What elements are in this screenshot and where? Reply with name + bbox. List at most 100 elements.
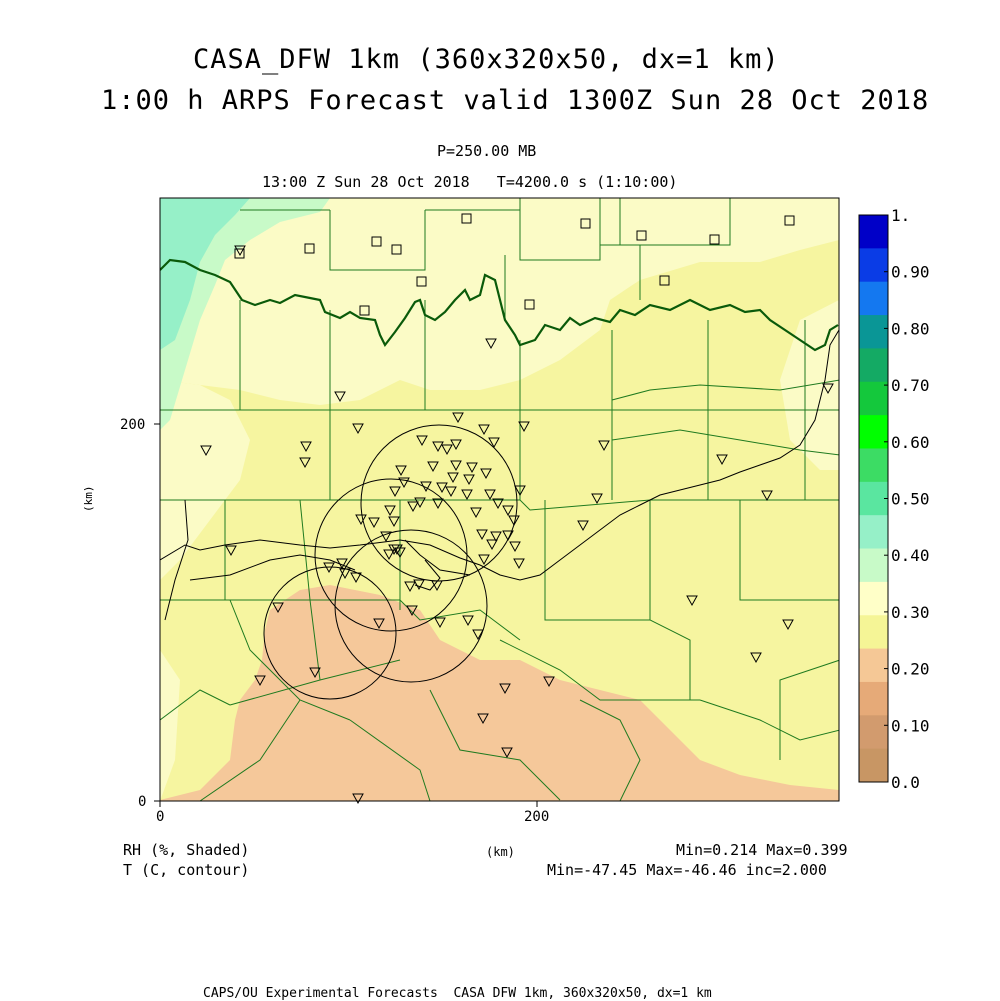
triangle-station-marker bbox=[508, 515, 520, 527]
rh-light-zone-sw bbox=[160, 650, 180, 801]
shaded-variable-label: RH (%, Shaded) bbox=[123, 841, 250, 859]
triangle-station-marker bbox=[445, 486, 457, 498]
triangle-station-marker bbox=[447, 472, 459, 484]
y-tick-200: 200 bbox=[120, 417, 145, 433]
square-station-marker bbox=[709, 234, 720, 245]
colorbar-label: 0.40 bbox=[891, 546, 930, 565]
triangle-station-marker bbox=[336, 558, 348, 570]
triangle-station-marker bbox=[427, 461, 439, 473]
triangle-station-marker bbox=[450, 460, 462, 472]
colorbar-segment bbox=[859, 648, 888, 683]
triangle-station-marker bbox=[461, 489, 473, 501]
colorbar-segment bbox=[859, 748, 888, 783]
colorbar-segment bbox=[859, 415, 888, 449]
triangle-station-marker bbox=[450, 439, 462, 451]
triangle-station-marker bbox=[407, 501, 419, 513]
rh-orange-patch bbox=[470, 705, 540, 740]
triangle-station-marker bbox=[472, 629, 484, 641]
x-tick-0: 0 bbox=[156, 809, 164, 825]
temperature-contours bbox=[160, 329, 839, 621]
colorbar-label: 0.0 bbox=[891, 773, 920, 792]
triangle-station-marker bbox=[502, 530, 514, 542]
square-station-marker bbox=[391, 244, 402, 255]
footer-credit: CAPS/OU Experimental Forecasts CASA DFW … bbox=[203, 986, 712, 1001]
triangle-station-marker bbox=[509, 541, 521, 553]
triangle-station-marker bbox=[373, 618, 385, 630]
triangle-station-marker bbox=[761, 490, 773, 502]
triangle-station-marker bbox=[380, 531, 392, 543]
triangle-station-marker bbox=[501, 747, 513, 759]
colorbar-label: 1. bbox=[891, 206, 910, 225]
square-station-marker bbox=[659, 275, 670, 286]
triangle-station-marker bbox=[431, 580, 443, 592]
triangle-station-marker bbox=[434, 617, 446, 629]
triangle-station-marker bbox=[234, 245, 246, 257]
shaded-min-max: Min=0.214 Max=0.399 bbox=[676, 841, 848, 859]
triangle-station-marker bbox=[463, 474, 475, 486]
triangle-station-marker bbox=[577, 520, 589, 532]
triangle-station-marker bbox=[413, 579, 425, 591]
triangle-station-marker bbox=[822, 383, 834, 395]
triangle-station-marker bbox=[394, 547, 406, 559]
colorbar-segment bbox=[859, 348, 888, 383]
triangle-station-marker bbox=[352, 423, 364, 435]
square-station-marker bbox=[461, 213, 472, 224]
triangle-station-marker bbox=[388, 516, 400, 528]
triangle-station-marker bbox=[406, 605, 418, 617]
triangle-station-marker bbox=[395, 465, 407, 477]
triangle-station-marker bbox=[543, 676, 555, 688]
title-line-2: 1:00 h ARPS Forecast valid 1300Z Sun 28 … bbox=[101, 85, 930, 116]
triangle-station-marker bbox=[484, 489, 496, 501]
colorbar-label: 0.20 bbox=[891, 660, 930, 679]
colorbar-segment bbox=[859, 548, 888, 583]
triangle-station-marker bbox=[686, 595, 698, 607]
colorbar-segment bbox=[859, 515, 888, 550]
square-station-marker bbox=[524, 299, 535, 310]
colorbar-label: 0.90 bbox=[891, 263, 930, 282]
triangle-station-marker bbox=[323, 562, 335, 574]
square-station-marker bbox=[784, 215, 795, 226]
colorbar-label: 0.60 bbox=[891, 433, 930, 452]
triangle-station-marker bbox=[598, 440, 610, 452]
square-station-marker bbox=[359, 305, 370, 316]
triangle-station-marker bbox=[716, 454, 728, 466]
triangle-station-marker bbox=[499, 683, 511, 695]
triangle-station-marker bbox=[389, 486, 401, 498]
triangle-station-marker bbox=[492, 498, 504, 510]
rh-light-zone-west bbox=[160, 380, 250, 580]
triangle-station-marker bbox=[490, 531, 502, 543]
triangle-station-marker bbox=[478, 554, 490, 566]
triangle-station-marker bbox=[441, 444, 453, 456]
colorbar-segment bbox=[859, 615, 888, 650]
triangle-station-marker bbox=[355, 514, 367, 526]
radar-ring bbox=[334, 529, 488, 683]
triangle-station-marker bbox=[466, 462, 478, 474]
colorbar-segment bbox=[859, 281, 888, 316]
radar-ring bbox=[263, 566, 397, 700]
y-tick-0: 0 bbox=[138, 794, 146, 810]
triangle-station-marker bbox=[254, 675, 266, 687]
colorbar-segment bbox=[859, 215, 888, 249]
triangle-station-marker bbox=[225, 545, 237, 557]
triangle-station-marker bbox=[339, 568, 351, 580]
triangle-station-marker bbox=[272, 602, 284, 614]
triangle-station-marker bbox=[436, 482, 448, 494]
axis-ticks bbox=[154, 423, 538, 807]
triangle-station-marker bbox=[462, 615, 474, 627]
colorbar-segment bbox=[859, 581, 888, 616]
square-stations bbox=[234, 213, 795, 316]
title-line-1: CASA_DFW 1km (360x320x50, dx=1 km) bbox=[193, 44, 780, 75]
y-axis-label: (km) bbox=[82, 486, 95, 513]
square-station-marker bbox=[304, 243, 315, 254]
valid-time: 13:00 Z Sun 28 Oct 2018 T=4200.0 s (1:10… bbox=[262, 173, 678, 191]
colorbar-segment bbox=[859, 381, 888, 416]
triangle-station-marker bbox=[334, 391, 346, 403]
contour-min-max: Min=-47.45 Max=-46.46 inc=2.000 bbox=[547, 861, 827, 879]
colorbar-segment bbox=[859, 681, 888, 716]
triangle-station-marker bbox=[591, 493, 603, 505]
triangle-station-marker bbox=[513, 558, 525, 570]
triangle-station-marker bbox=[432, 498, 444, 510]
x-axis-label: (km) bbox=[486, 845, 515, 859]
colorbar-segment bbox=[859, 248, 888, 283]
